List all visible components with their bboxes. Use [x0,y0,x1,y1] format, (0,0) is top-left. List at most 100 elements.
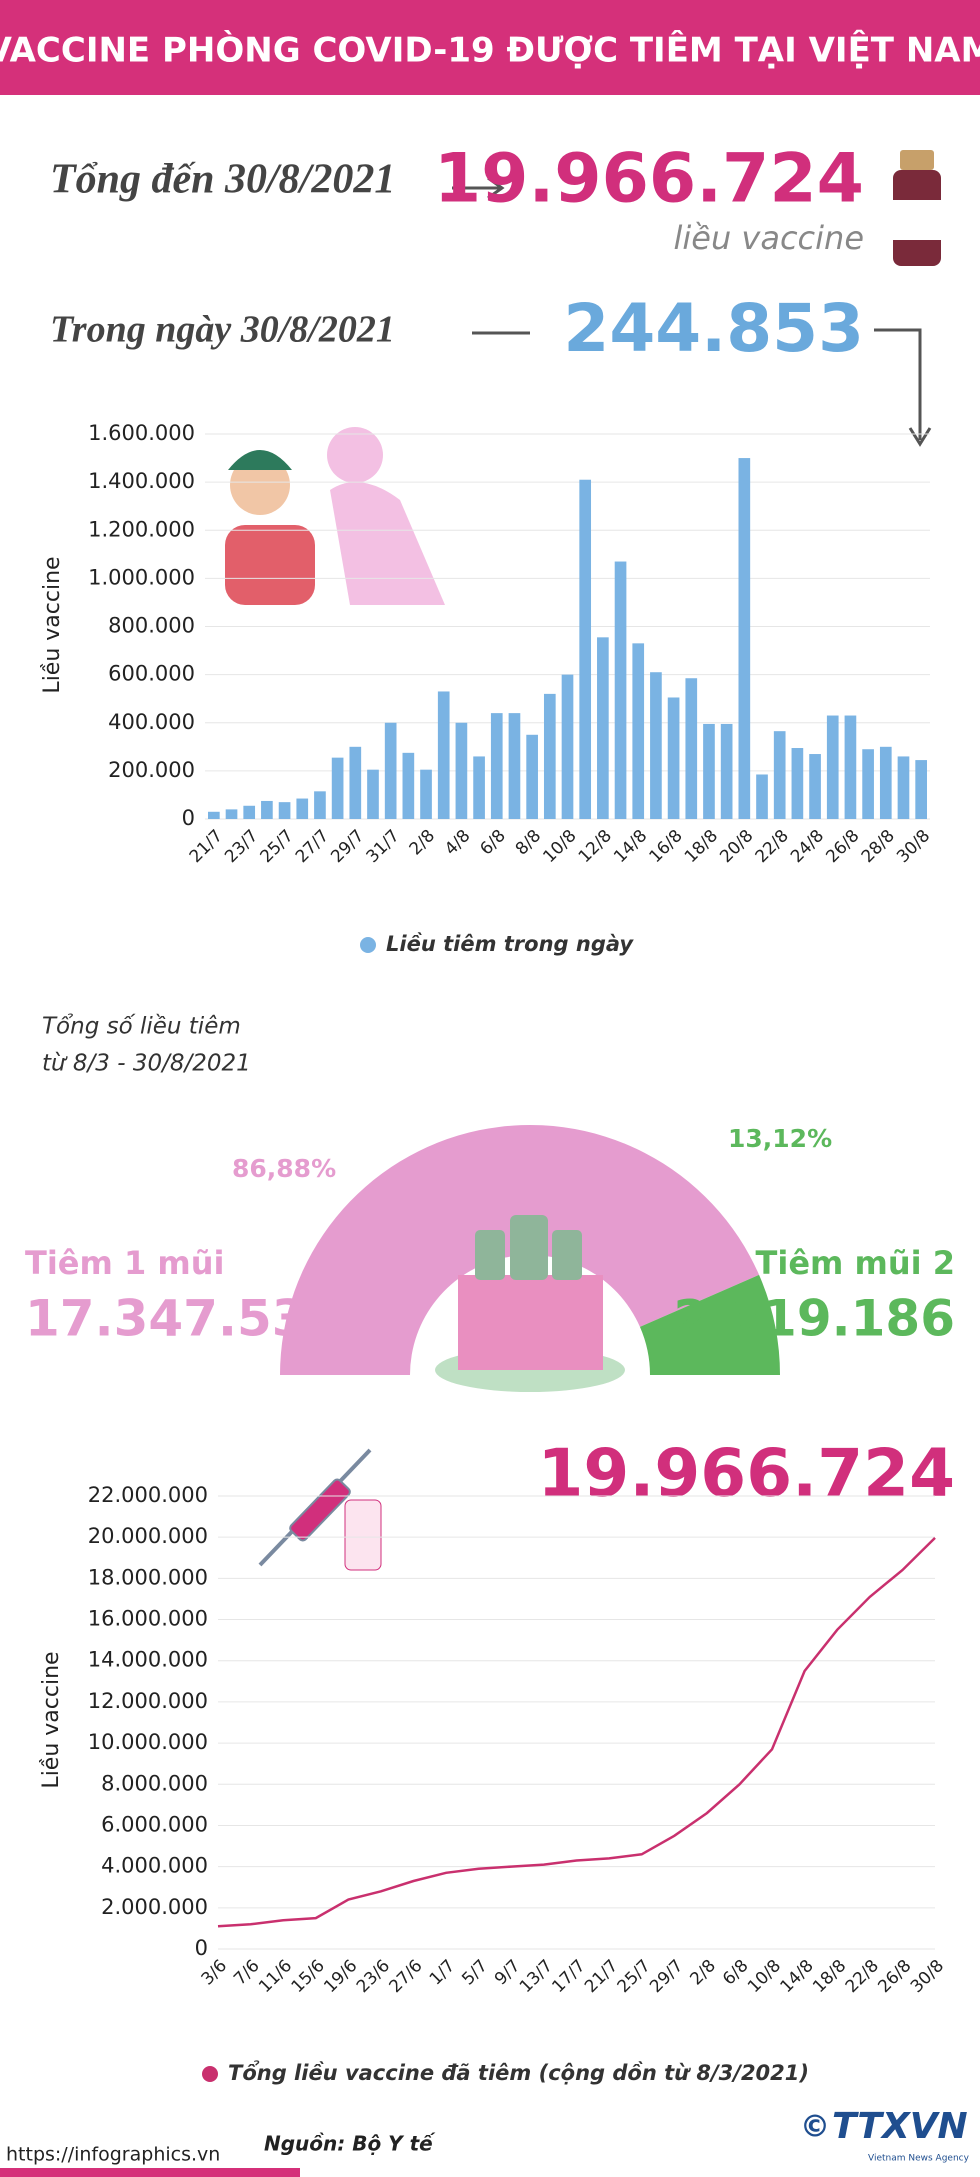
x-tick-label: 29/7 [327,826,368,867]
x-tick-label: 1/7 [426,1956,459,1989]
bar [597,637,609,819]
y-tick-label: 14.000.000 [88,1648,208,1672]
y-tick-label: 4.000.000 [101,1854,208,1878]
logo: TTXVN [832,2106,968,2147]
line [217,1537,936,1928]
bar [579,479,592,819]
bar [862,749,874,819]
x-tick-label: 27/7 [292,826,333,867]
arrow [452,176,505,200]
x-tick-label: 26/8 [874,1956,915,1997]
vial [552,1230,582,1280]
bar [402,752,415,819]
bar [667,697,680,819]
y-tick-label: 16.000.000 [88,1607,208,1631]
y-tick-label: 20.000.000 [88,1524,208,1548]
bar [331,757,344,819]
x-tick-label: 15/6 [288,1956,329,1997]
bar [738,458,751,819]
x-tick-label: 18/8 [809,1956,850,1997]
bar [685,678,698,819]
bar [826,715,839,819]
footer-strip [0,2168,300,2177]
people-illustration [225,427,445,605]
bar [208,811,220,819]
legend-marker [360,937,376,953]
bar [543,693,556,819]
value-label: 13,12% [728,1124,832,1153]
x-tick-label: 10/8 [744,1956,785,1997]
line-annotation: 19.966.724 [537,1435,955,1512]
x-tick-label: 10/8 [539,826,580,867]
dose-label: 2.619.186 [673,1290,955,1348]
y-tick-label: 8.000.000 [101,1771,208,1795]
total-value: 19.966.724 [434,140,864,219]
x-tick-label: 5/7 [458,1956,491,1989]
x-tick-label: 13/7 [516,1956,557,1997]
bar [897,756,910,819]
title-bar [0,0,980,95]
vial [475,1230,505,1280]
bar [384,722,397,819]
y-axis-title: Liều vaccine [40,556,65,693]
day-value: 244.853 [563,290,864,367]
bar [243,805,256,819]
syringe-illustration [258,1448,382,1571]
category-label: Tiêm mũi 2 [756,1244,955,1282]
x-tick-label: 18/8 [681,826,722,867]
x-tick-label: 29/7 [646,1956,687,1997]
y-tick-label: 18.000.000 [88,1565,208,1589]
x-tick-label: 31/7 [363,826,404,867]
bar [526,734,538,819]
bar [756,774,768,819]
url: https://infographics.vn [6,2144,220,2166]
x-tick-label: 30/8 [907,1956,948,1997]
y-tick-label: 1.000.000 [88,565,195,589]
bar [720,723,733,819]
bar [349,746,362,819]
bar [791,748,804,819]
source: Nguồn: Bộ Y tế [264,2132,436,2156]
bar [632,643,645,819]
pie-title: Tổng số liều tiêm [42,1014,241,1040]
y-axis-title: Liều vaccine [39,1651,64,1788]
y-tick-label: 0 [195,1936,208,1960]
title: VACCINE PHÒNG COVID-19 ĐƯỢC TIÊM TẠI VIỆ… [0,30,980,71]
vaccine-box [458,1275,603,1370]
y-tick-label: 12.000.000 [88,1689,208,1713]
pie-title: từ 8/3 - 30/8/2021 [42,1051,251,1077]
x-tick-label: 30/8 [893,826,934,867]
bar [278,802,291,819]
x-tick-label: 14/8 [610,826,651,867]
bar [473,756,485,819]
bar [561,674,574,819]
vial-icon [893,150,941,266]
x-tick-label: 26/8 [822,826,863,867]
x-tick-label: 11/6 [255,1956,296,1997]
category-label: Tiêm 1 mũi [25,1244,224,1282]
x-tick-label: 28/8 [858,826,899,867]
bar [508,713,521,819]
bar [703,723,715,819]
dose-label: 17.347.538 [25,1290,341,1348]
total-label: Tổng đến 30/8/2021 [50,157,395,203]
y-tick-label: 200.000 [108,758,195,782]
bar [879,746,892,819]
bar [650,672,662,819]
legend-marker [202,2066,218,2082]
x-tick-label: 22/8 [752,826,793,867]
bar [455,722,468,819]
x-tick-label: 3/6 [198,1956,231,1989]
x-tick-label: 20/8 [716,826,757,867]
day-label: Trong ngày 30/8/2021 [50,309,395,351]
x-tick-label: 21/7 [186,826,227,867]
bar [773,731,786,819]
x-tick-label: 12/8 [575,826,616,867]
y-tick-label: 1.400.000 [88,469,195,493]
y-tick-label: 2.000.000 [101,1895,208,1919]
x-tick-label: 19/6 [320,1956,361,1997]
bar [420,769,432,819]
value-label: 86,88% [232,1154,336,1183]
